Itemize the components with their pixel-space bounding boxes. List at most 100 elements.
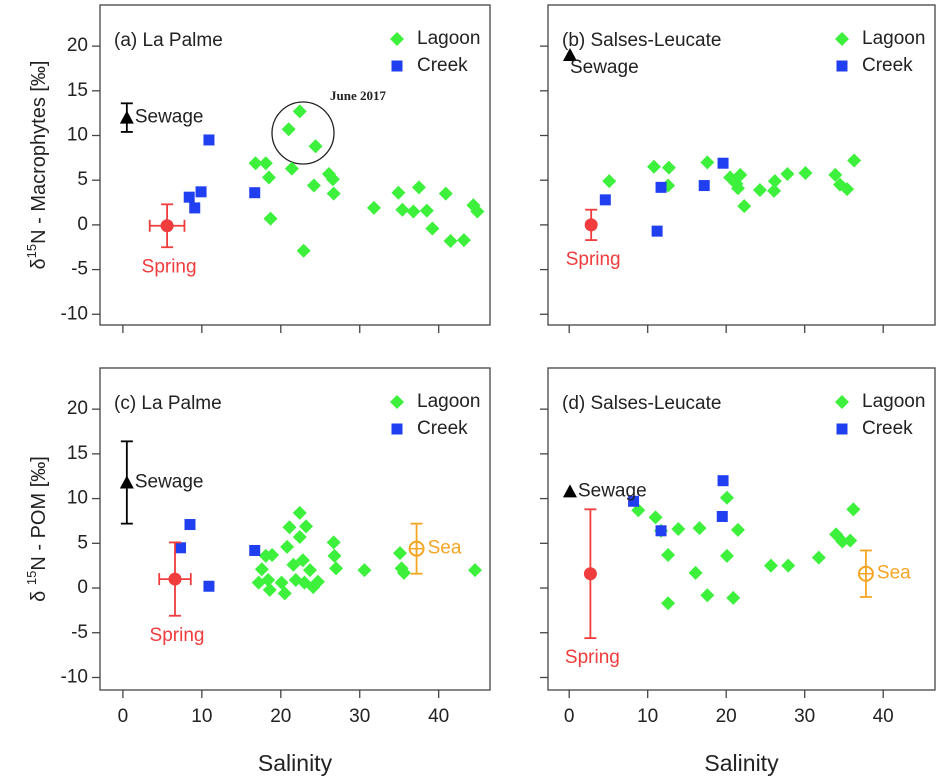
lagoon-point [843,533,858,548]
y-tick-label: -10 [61,303,88,324]
lagoon-point [847,153,862,168]
endmember-label: Spring [566,249,621,270]
lagoon-point [811,550,826,565]
endmember-label: Sewage [135,107,204,128]
lagoon-point [393,546,407,561]
creek-point [655,181,667,193]
spring-point [160,219,174,233]
endmember-label: Sewage [570,57,639,78]
y-tick-label: 5 [77,532,88,553]
creek-point [184,519,196,531]
lagoon-point [798,166,813,181]
lagoon-point [688,565,703,580]
lagoon-point [329,561,344,576]
legend-label: Creek [862,55,913,76]
y-tick-label: 10 [67,488,88,509]
y-axis-label: δ 15N - POM [‰] [24,456,50,602]
x-tick-label: 20 [270,706,291,727]
legend-marker [836,423,848,435]
lagoon-point [781,558,796,573]
endmember-label: Spring [150,625,205,646]
y-axis-label-part: δ [28,585,50,602]
creek-point [716,510,728,522]
lagoon-point [602,174,617,189]
sea-point [857,565,874,582]
creek-point [717,157,729,169]
lagoon-point [737,199,752,214]
creek-point [189,202,201,214]
lagoon-point [292,530,307,545]
lagoon-point [438,186,453,201]
lagoon-point [261,572,276,587]
lagoon-point [299,519,314,534]
x-tick-label: 0 [564,706,575,727]
lagoon-point [671,522,686,536]
x-axis-label: Salinity [704,750,779,776]
lagoon-point [443,233,458,248]
creek-point [203,580,215,592]
lagoon-point [767,174,782,189]
panel-label: (d) Salses-Leucate [562,393,721,414]
y-tick-label: 20 [67,35,88,56]
legend-label: Creek [862,418,913,439]
legend-marker [390,395,404,409]
lagoon-point [303,563,317,578]
creek-point [651,225,663,237]
lagoon-point [325,172,340,187]
lagoon-point [840,182,855,197]
lagoon-point [763,558,778,573]
lagoon-point [726,590,741,605]
y-tick-label: 0 [77,214,88,235]
endmember-label: Sea [428,538,462,559]
lagoon-point [296,243,311,258]
lagoon-point [700,588,715,603]
lagoon-point [396,565,411,580]
y-tick-label: -5 [71,622,88,643]
legend-marker [835,395,849,409]
lagoon-point [310,574,325,589]
spring-point [583,567,597,581]
lagoon-point [648,510,663,525]
y-axis-label-part: 15 [24,571,39,585]
lagoon-point [326,535,341,550]
x-tick-label: 40 [428,706,449,727]
endmember-label: Sewage [135,472,204,493]
legend-label: Creek [417,418,468,439]
lagoon-point [395,202,410,217]
creek-point [249,187,261,199]
lagoon-point [411,180,426,195]
lagoon-point [254,562,269,577]
y-axis-label: δ15N - Macrophytes [‰] [24,61,50,270]
lagoon-point [780,166,795,181]
panel-label: (a) La Palme [114,30,223,51]
lagoon-point [425,221,440,236]
legend-marker [390,32,404,46]
plot-frame [99,367,491,691]
lagoon-point [280,539,295,554]
creek-point [183,191,195,203]
spring-point [168,572,182,586]
lagoon-point [357,563,372,578]
lagoon-point [661,596,676,611]
plot-frame [547,4,936,326]
endmember-label: Sewage [578,480,647,501]
sewage-point [562,484,577,498]
creek-point [628,495,640,507]
y-tick-label: 10 [67,125,88,146]
plot-frame [547,367,936,691]
lagoon-point [263,211,278,226]
legend-label: Creek [417,55,468,76]
lagoon-point [661,160,676,175]
x-axis-label: Salinity [258,750,333,776]
creek-point [599,194,611,206]
lagoon-point [366,200,381,215]
lagoon-point [282,520,297,535]
sewage-point [119,110,134,124]
spring-point [584,218,598,232]
lagoon-point [470,204,485,219]
lagoon-point [262,582,277,597]
y-axis-label-part: N - POM [‰] [28,456,50,570]
lagoon-point [326,186,341,201]
lagoon-point [456,233,471,248]
highlight-circle [271,101,335,165]
